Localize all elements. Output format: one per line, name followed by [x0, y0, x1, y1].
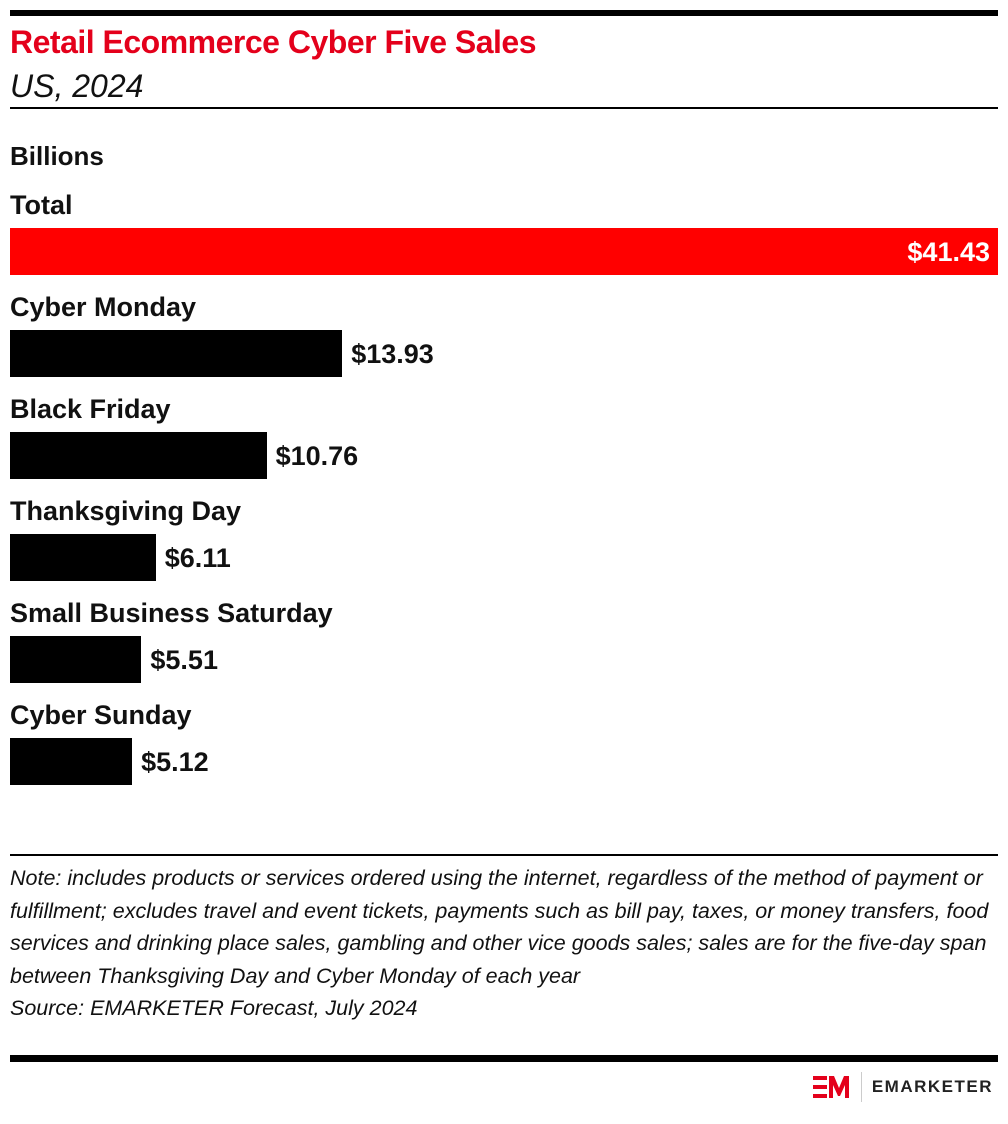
note-text: Note: includes products or services orde…: [10, 866, 989, 988]
data-label: $6.11: [164, 543, 231, 573]
bar: [10, 636, 142, 683]
bar: [10, 432, 267, 479]
top-rule: [10, 10, 998, 16]
bar: [10, 228, 998, 275]
footnote: Note: includes products or services orde…: [10, 862, 995, 1025]
logo-text: EMARKETER: [871, 1077, 993, 1096]
bar: [10, 330, 343, 377]
unit-label: Billions: [10, 141, 104, 171]
category-label: Small Business Saturday: [10, 598, 333, 628]
bar: [10, 534, 156, 581]
em-logo-mark-icon: [812, 1076, 849, 1098]
divider: [10, 854, 998, 856]
category-label: Total: [10, 190, 73, 220]
chart-subtitle: US, 2024: [10, 68, 144, 104]
bottom-rule: [10, 1055, 998, 1062]
source-text: Source: EMARKETER Forecast, July 2024: [10, 996, 418, 1020]
chart-title: Retail Ecommerce Cyber Five Sales: [10, 24, 537, 60]
category-label: Cyber Sunday: [10, 700, 192, 730]
data-label: $41.43: [907, 237, 990, 267]
data-label: $10.76: [275, 441, 359, 471]
category-label: Thanksgiving Day: [10, 496, 242, 526]
category-label: Cyber Monday: [10, 292, 197, 322]
category-label: Black Friday: [10, 394, 171, 424]
bar: [10, 738, 133, 785]
emarketer-logo: EMARKETER: [812, 1072, 993, 1102]
data-label: $13.93: [351, 339, 434, 369]
data-label: $5.51: [150, 645, 218, 675]
divider: [10, 107, 998, 109]
data-label: $5.12: [141, 747, 209, 777]
